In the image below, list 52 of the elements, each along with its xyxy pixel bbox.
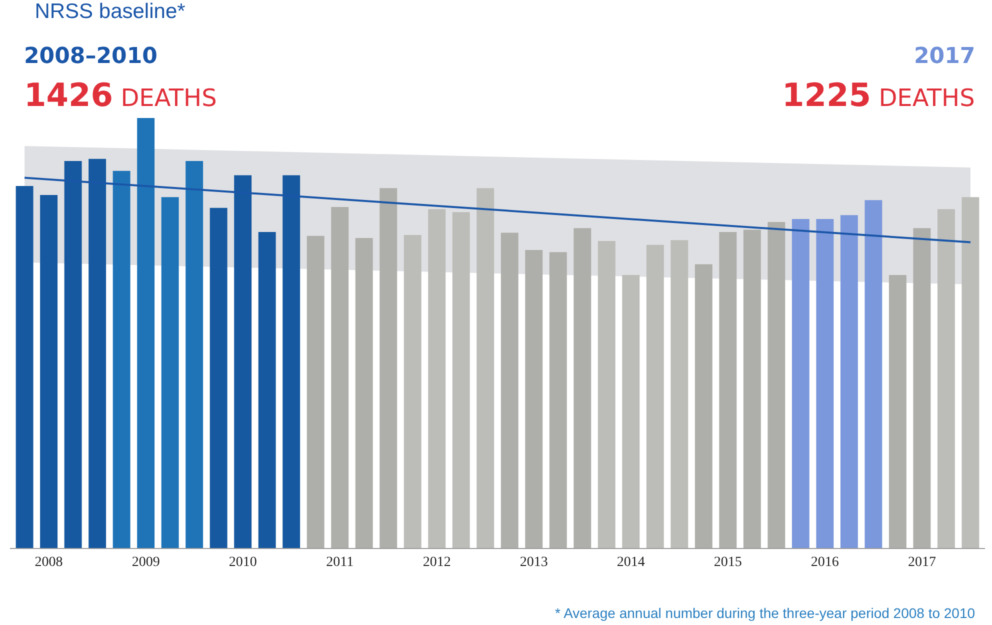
bar [694,264,712,548]
bar [549,252,567,548]
bar [816,219,834,548]
text: 1225 DEATHS [782,76,975,114]
x-tick-label: 2012 [422,554,451,570]
bar [186,161,204,548]
bar [306,236,324,548]
bar [525,250,543,548]
bar [937,209,955,548]
bar [452,212,470,548]
bar [355,238,373,548]
bar [258,232,276,548]
bar [331,207,349,548]
bar [719,232,737,548]
x-tick-label: 2011 [326,554,354,570]
bar [161,197,179,548]
bar [622,274,640,548]
bar [500,232,518,548]
bar [743,230,761,548]
x-tick-label: 2015 [714,554,742,570]
text: 2017 [914,44,976,69]
bar [913,228,931,548]
bar [380,188,398,548]
bar [428,209,446,548]
text: 2008–2010 [24,44,158,69]
x-tick-label: 2010 [228,554,257,570]
bar [840,215,858,548]
bar [210,208,228,548]
bar [40,194,58,548]
bar [962,197,980,548]
x-tick-label: 2014 [616,554,645,570]
x-tick-label: 2013 [520,554,548,570]
bar [476,188,494,548]
bar [137,118,155,548]
text: * Average annual number during the three-year period 2008 to 2010 [555,605,976,621]
bar [888,274,906,548]
x-tick-label: 2016 [810,554,839,570]
bar [112,170,130,548]
bar [792,219,810,548]
text: 1426 DEATHS [24,76,217,114]
bar [16,186,34,548]
bar [670,240,688,548]
bar [646,244,664,548]
bar [574,228,592,548]
x-tick-label: 2008 [34,554,63,570]
bar [864,200,882,548]
bar [768,222,786,548]
bar [404,234,422,548]
x-tick-label: 2009 [132,554,160,570]
bar [598,240,616,548]
chart-title: NRSS baseline* [34,0,186,23]
x-tick-label: 2017 [908,554,936,570]
